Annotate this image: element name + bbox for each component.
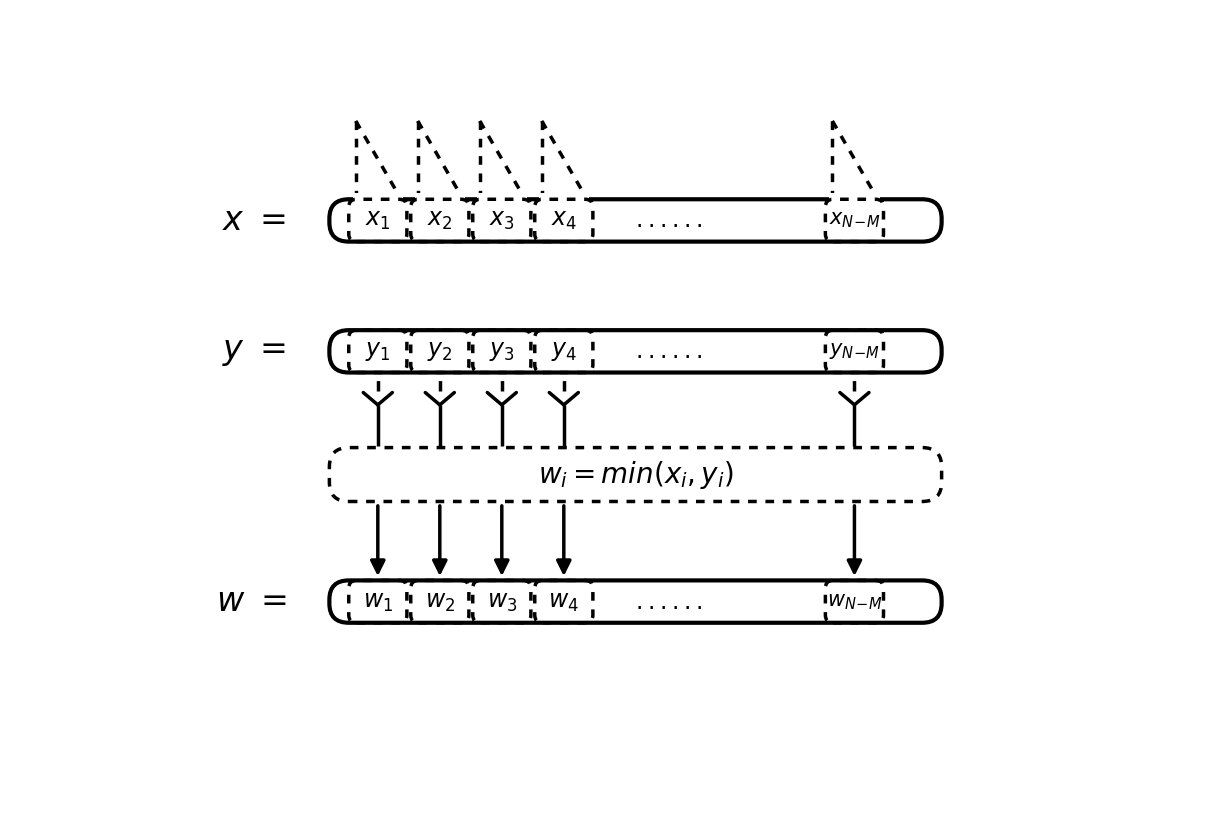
Text: $x_{N\!-\!M}$: $x_{N\!-\!M}$ [829,211,880,231]
FancyBboxPatch shape [329,330,942,373]
Bar [353,193,403,202]
Text: $y_{\mathit{4}}$: $y_{\mathit{4}}$ [551,339,577,364]
Text: $y_{\mathit{1}}$: $y_{\mathit{1}}$ [365,339,391,364]
Text: $y\ =$: $y\ =$ [222,335,287,368]
Text: $......$: $......$ [635,589,702,614]
Text: $w_{\mathit{3}}$: $w_{\mathit{3}}$ [486,589,517,614]
Text: $x_{\mathit{3}}$: $x_{\mathit{3}}$ [488,208,515,232]
FancyBboxPatch shape [329,580,942,623]
Text: $w_{N\!-\!M}$: $w_{N\!-\!M}$ [827,592,883,612]
Text: $y_{\mathit{3}}$: $y_{\mathit{3}}$ [488,339,515,364]
Text: $y_{\mathit{2}}$: $y_{\mathit{2}}$ [427,339,452,364]
Text: $w_{\mathit{4}}$: $w_{\mathit{4}}$ [549,589,579,614]
Text: $w_{\mathit{2}}$: $w_{\mathit{2}}$ [424,589,455,614]
Text: $......$: $......$ [635,339,702,364]
Text: $x_{\mathit{1}}$: $x_{\mathit{1}}$ [365,208,391,232]
Text: $......$: $......$ [635,208,702,232]
Text: $w_i = \mathit{min}(x_i, y_i)$: $w_i = \mathit{min}(x_i, y_i)$ [538,458,734,491]
Text: $x_{\mathit{4}}$: $x_{\mathit{4}}$ [551,208,577,232]
FancyBboxPatch shape [329,199,942,242]
FancyBboxPatch shape [329,447,942,502]
Bar [476,193,527,202]
Text: $w_{\mathit{1}}$: $w_{\mathit{1}}$ [363,589,393,614]
Text: $x_{\mathit{2}}$: $x_{\mathit{2}}$ [427,208,452,232]
Bar [415,193,465,202]
Bar [539,193,589,202]
Text: $y_{N\!-\!M}$: $y_{N\!-\!M}$ [829,341,880,361]
Text: $x\ =$: $x\ =$ [222,204,287,237]
Text: $w\ =$: $w\ =$ [215,585,287,618]
Bar [829,193,880,202]
